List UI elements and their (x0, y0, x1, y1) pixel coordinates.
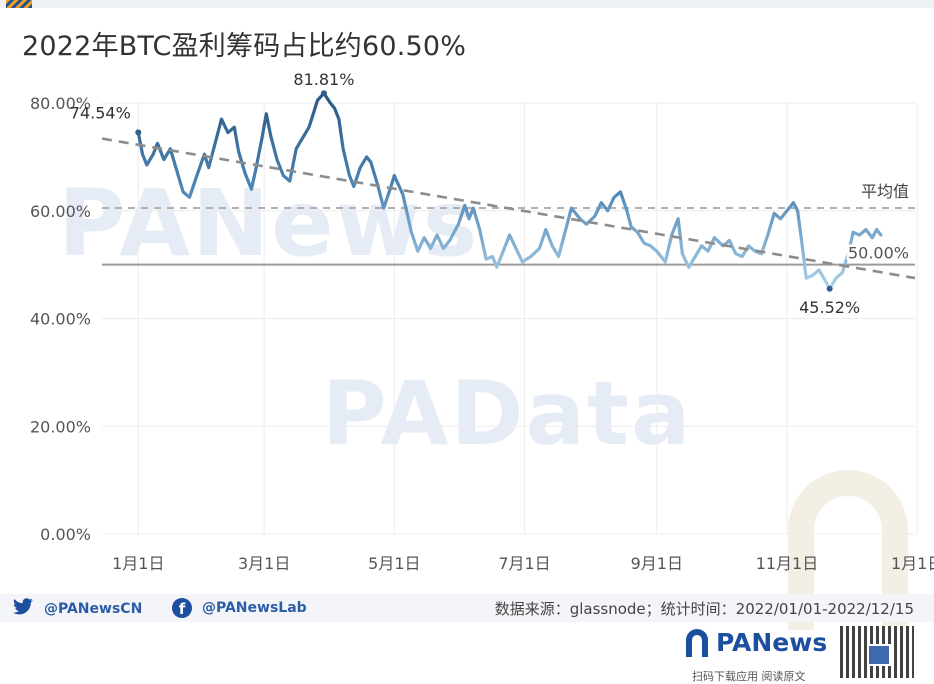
facebook-handle[interactable]: f @PANewsLab (172, 598, 307, 618)
panews-logo-icon (686, 628, 708, 657)
x-tick-label: 5月1日 (368, 554, 420, 573)
baseline-label: 50.00% (848, 244, 909, 263)
facebook-handle-label: @PANewsLab (202, 600, 307, 616)
twitter-icon (12, 598, 34, 620)
top-banner (0, 0, 934, 8)
brand-subtitle: 扫码下载应用 阅读原文 (692, 670, 806, 683)
annotation-point (135, 129, 142, 136)
x-tick-label: 11月1日 (756, 554, 819, 573)
series-line-3 (520, 190, 883, 291)
banner-stripe-icon (6, 0, 32, 8)
annotation-label: 74.54% (70, 103, 131, 122)
annotation-label: 81.81% (293, 70, 354, 89)
y-tick-label: 40.00% (30, 310, 91, 329)
facebook-icon: f (172, 598, 192, 618)
x-tick-label: 7月1日 (498, 554, 550, 573)
line-chart: 0.00% 20.00% 40.00% 60.00% 80.00% 1月1日 3月1日 5月1… (30, 70, 934, 573)
twitter-handle-label: @PANewsCN (44, 601, 143, 617)
twitter-handle[interactable]: @PANewsCN (12, 598, 142, 620)
annotation-point (320, 90, 327, 97)
y-tick-label: 20.00% (30, 417, 91, 436)
x-tick-label: 3月1日 (238, 554, 290, 573)
x-tick-label: 1月1日 (891, 554, 934, 573)
series-line-1 (136, 91, 396, 210)
y-tick-label: 0.00% (40, 525, 91, 544)
x-tick-label: 9月1日 (631, 554, 683, 573)
y-tick-label: 80.00% (30, 94, 91, 113)
brand-name: PANews (716, 628, 828, 657)
y-tick-label: 60.00% (30, 202, 91, 221)
series-line-2 (392, 174, 524, 269)
x-tick-label: 1月1日 (112, 554, 164, 573)
brand-block[interactable]: PANews (686, 628, 827, 657)
data-source: 数据来源：glassnode；统计时间：2022/01/01-2022/12/1… (494, 600, 914, 618)
footer-bar: @PANewsCN f @PANewsLab 数据来源：glassnode；统计… (0, 594, 934, 622)
page-title: 2022年BTC盈利筹码占比约60.50% (22, 31, 467, 62)
annotation-label: 45.52% (799, 298, 860, 317)
average-label: 平均值 (861, 182, 909, 201)
qr-code[interactable] (840, 626, 914, 678)
trend-line (101, 137, 916, 280)
annotation-point (826, 285, 833, 292)
